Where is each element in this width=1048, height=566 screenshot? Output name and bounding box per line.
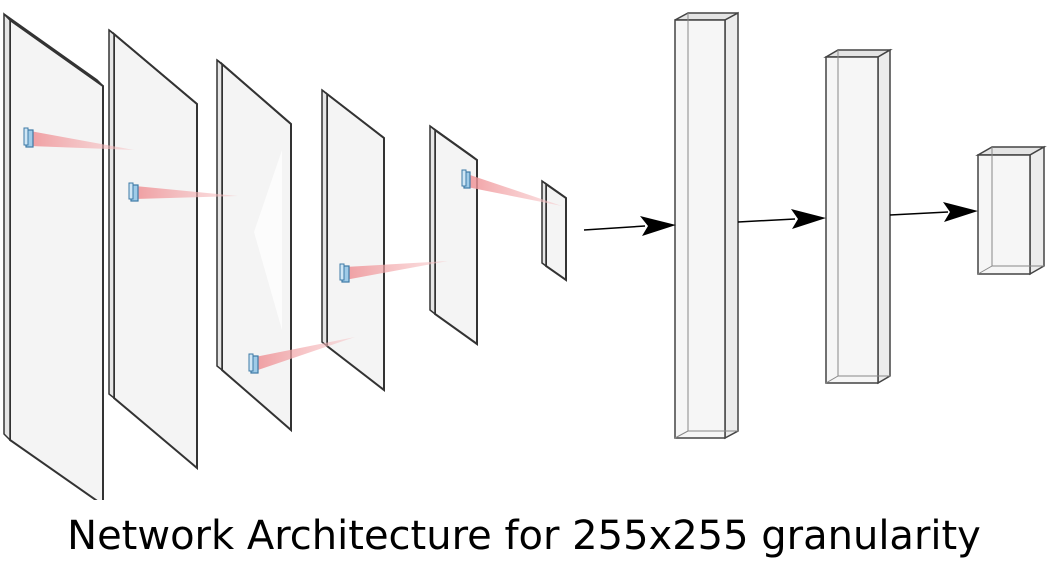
diagram-caption: Network Architecture for 255x255 granula…: [67, 513, 981, 559]
kernel-icon: [461, 169, 471, 189]
arrow-icon: [583, 216, 676, 236]
fc-layer-1: [674, 11, 739, 440]
kernel-icon: [248, 353, 259, 374]
kernel-icon: [339, 263, 350, 283]
receptive-field-projection: [255, 337, 355, 371]
network-architecture-diagram: [3, 11, 1047, 500]
fc-layer-3: [975, 145, 1047, 276]
arrow-icon: [889, 202, 978, 222]
conv-layer-4: [321, 88, 385, 393]
conv-layer-3: [216, 58, 292, 433]
receptive-field-projection: [345, 261, 448, 280]
arrow-icon: [737, 209, 826, 229]
conv-layer-2: [108, 28, 198, 471]
conv-layer-1: [3, 12, 104, 500]
conv-layer-5: [429, 124, 478, 346]
receptive-field-projection: [30, 131, 134, 150]
fc-layer-2: [823, 48, 893, 385]
receptive-field-projection: [467, 174, 562, 206]
kernel-icon: [23, 127, 34, 148]
kernel-icon: [128, 182, 139, 202]
receptive-field-projection: [135, 186, 238, 199]
conv-layer-6: [541, 179, 567, 282]
